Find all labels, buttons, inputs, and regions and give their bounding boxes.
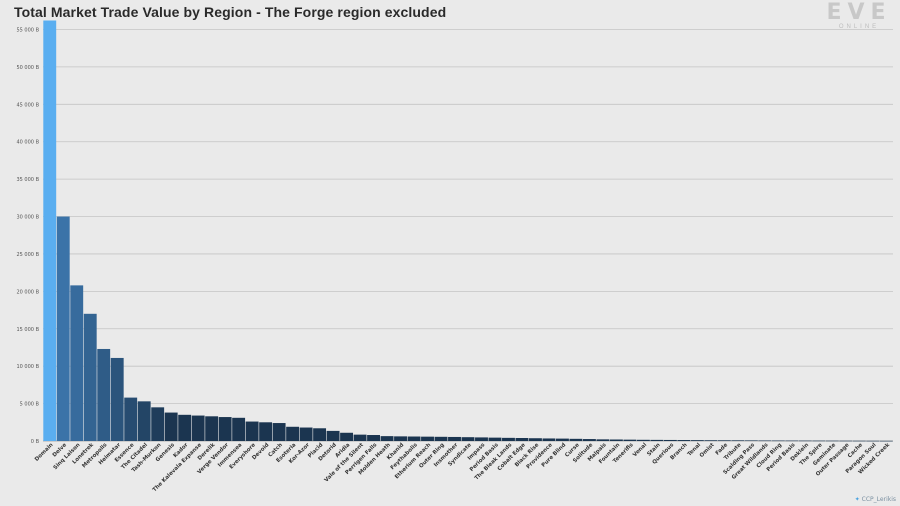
bar (529, 438, 542, 441)
bar (515, 438, 529, 441)
y-tick-label: 20 000 B (16, 289, 39, 295)
bar (488, 437, 502, 441)
bar (609, 439, 623, 441)
bar (866, 440, 880, 442)
y-tick-label: 0 B (31, 439, 40, 445)
eve-online-logo: EVE ONLINE (824, 2, 894, 31)
bar (542, 438, 556, 441)
bar (232, 417, 246, 441)
bar (812, 440, 826, 442)
bar (394, 436, 407, 441)
bar (663, 439, 677, 441)
bar (137, 401, 151, 441)
y-tick-label: 10 000 B (16, 364, 39, 370)
bar (83, 313, 97, 441)
bar (744, 440, 758, 442)
y-tick-label: 45 000 B (16, 102, 39, 108)
y-tick-label: 35 000 B (16, 177, 39, 183)
bar (461, 437, 475, 441)
y-tick-label: 50 000 B (16, 65, 39, 71)
bar (151, 407, 165, 441)
bar (448, 436, 461, 441)
bar (852, 440, 866, 442)
bar (286, 426, 300, 441)
bar (731, 440, 745, 441)
credit-handle: CCP_Lerikis (861, 496, 896, 503)
bar (70, 285, 84, 441)
y-tick-label: 5 000 B (20, 402, 40, 408)
bar (56, 216, 70, 441)
bar (326, 430, 340, 441)
category-label: Venal (632, 442, 648, 458)
y-tick-label: 55 000 B (16, 27, 39, 33)
logo-main-text: EVE (826, 0, 892, 25)
credit-text: ✦ CCP_Lerikis (855, 496, 896, 503)
bar (245, 421, 259, 441)
bar (798, 440, 812, 442)
chart-title: Total Market Trade Value by Region - The… (14, 4, 447, 20)
bar (272, 423, 286, 441)
y-tick-label: 30 000 B (16, 215, 39, 221)
bar (407, 436, 421, 441)
bar (205, 416, 219, 441)
y-tick-label: 40 000 B (16, 140, 39, 146)
bar (259, 422, 273, 441)
bar (218, 417, 232, 441)
logo-sub-text: ONLINE (838, 24, 880, 30)
bar (839, 440, 853, 442)
bar (434, 436, 448, 441)
twitter-bird-icon: ✦ (854, 496, 860, 503)
bar (299, 427, 313, 441)
bar (879, 440, 893, 442)
bar (569, 438, 583, 441)
bar (367, 435, 381, 441)
bar (636, 439, 650, 441)
category-label: Domain (34, 442, 55, 463)
bar (758, 440, 772, 442)
bar (677, 440, 691, 441)
bar (380, 436, 394, 441)
bar (178, 414, 192, 441)
bar (704, 440, 718, 441)
bar (623, 439, 637, 441)
bar (421, 436, 434, 441)
bar (191, 415, 205, 441)
bar (555, 438, 569, 441)
y-tick-label: 25 000 B (16, 252, 39, 258)
bar (582, 439, 596, 441)
category-label: Omist (699, 442, 716, 459)
bar (650, 439, 664, 441)
bar (164, 412, 178, 441)
bar (717, 440, 731, 441)
bar (313, 428, 327, 441)
bar (43, 20, 57, 441)
bar (825, 440, 839, 442)
bar (596, 439, 610, 441)
bar (771, 440, 785, 442)
y-tick-label: 15 000 B (16, 327, 39, 333)
bar (353, 434, 367, 441)
bar (340, 432, 354, 441)
bar (690, 440, 704, 441)
bar (785, 440, 799, 442)
bar (110, 357, 124, 441)
bar (97, 348, 111, 441)
bar (124, 397, 138, 441)
bar (475, 437, 488, 441)
bar (502, 437, 515, 441)
